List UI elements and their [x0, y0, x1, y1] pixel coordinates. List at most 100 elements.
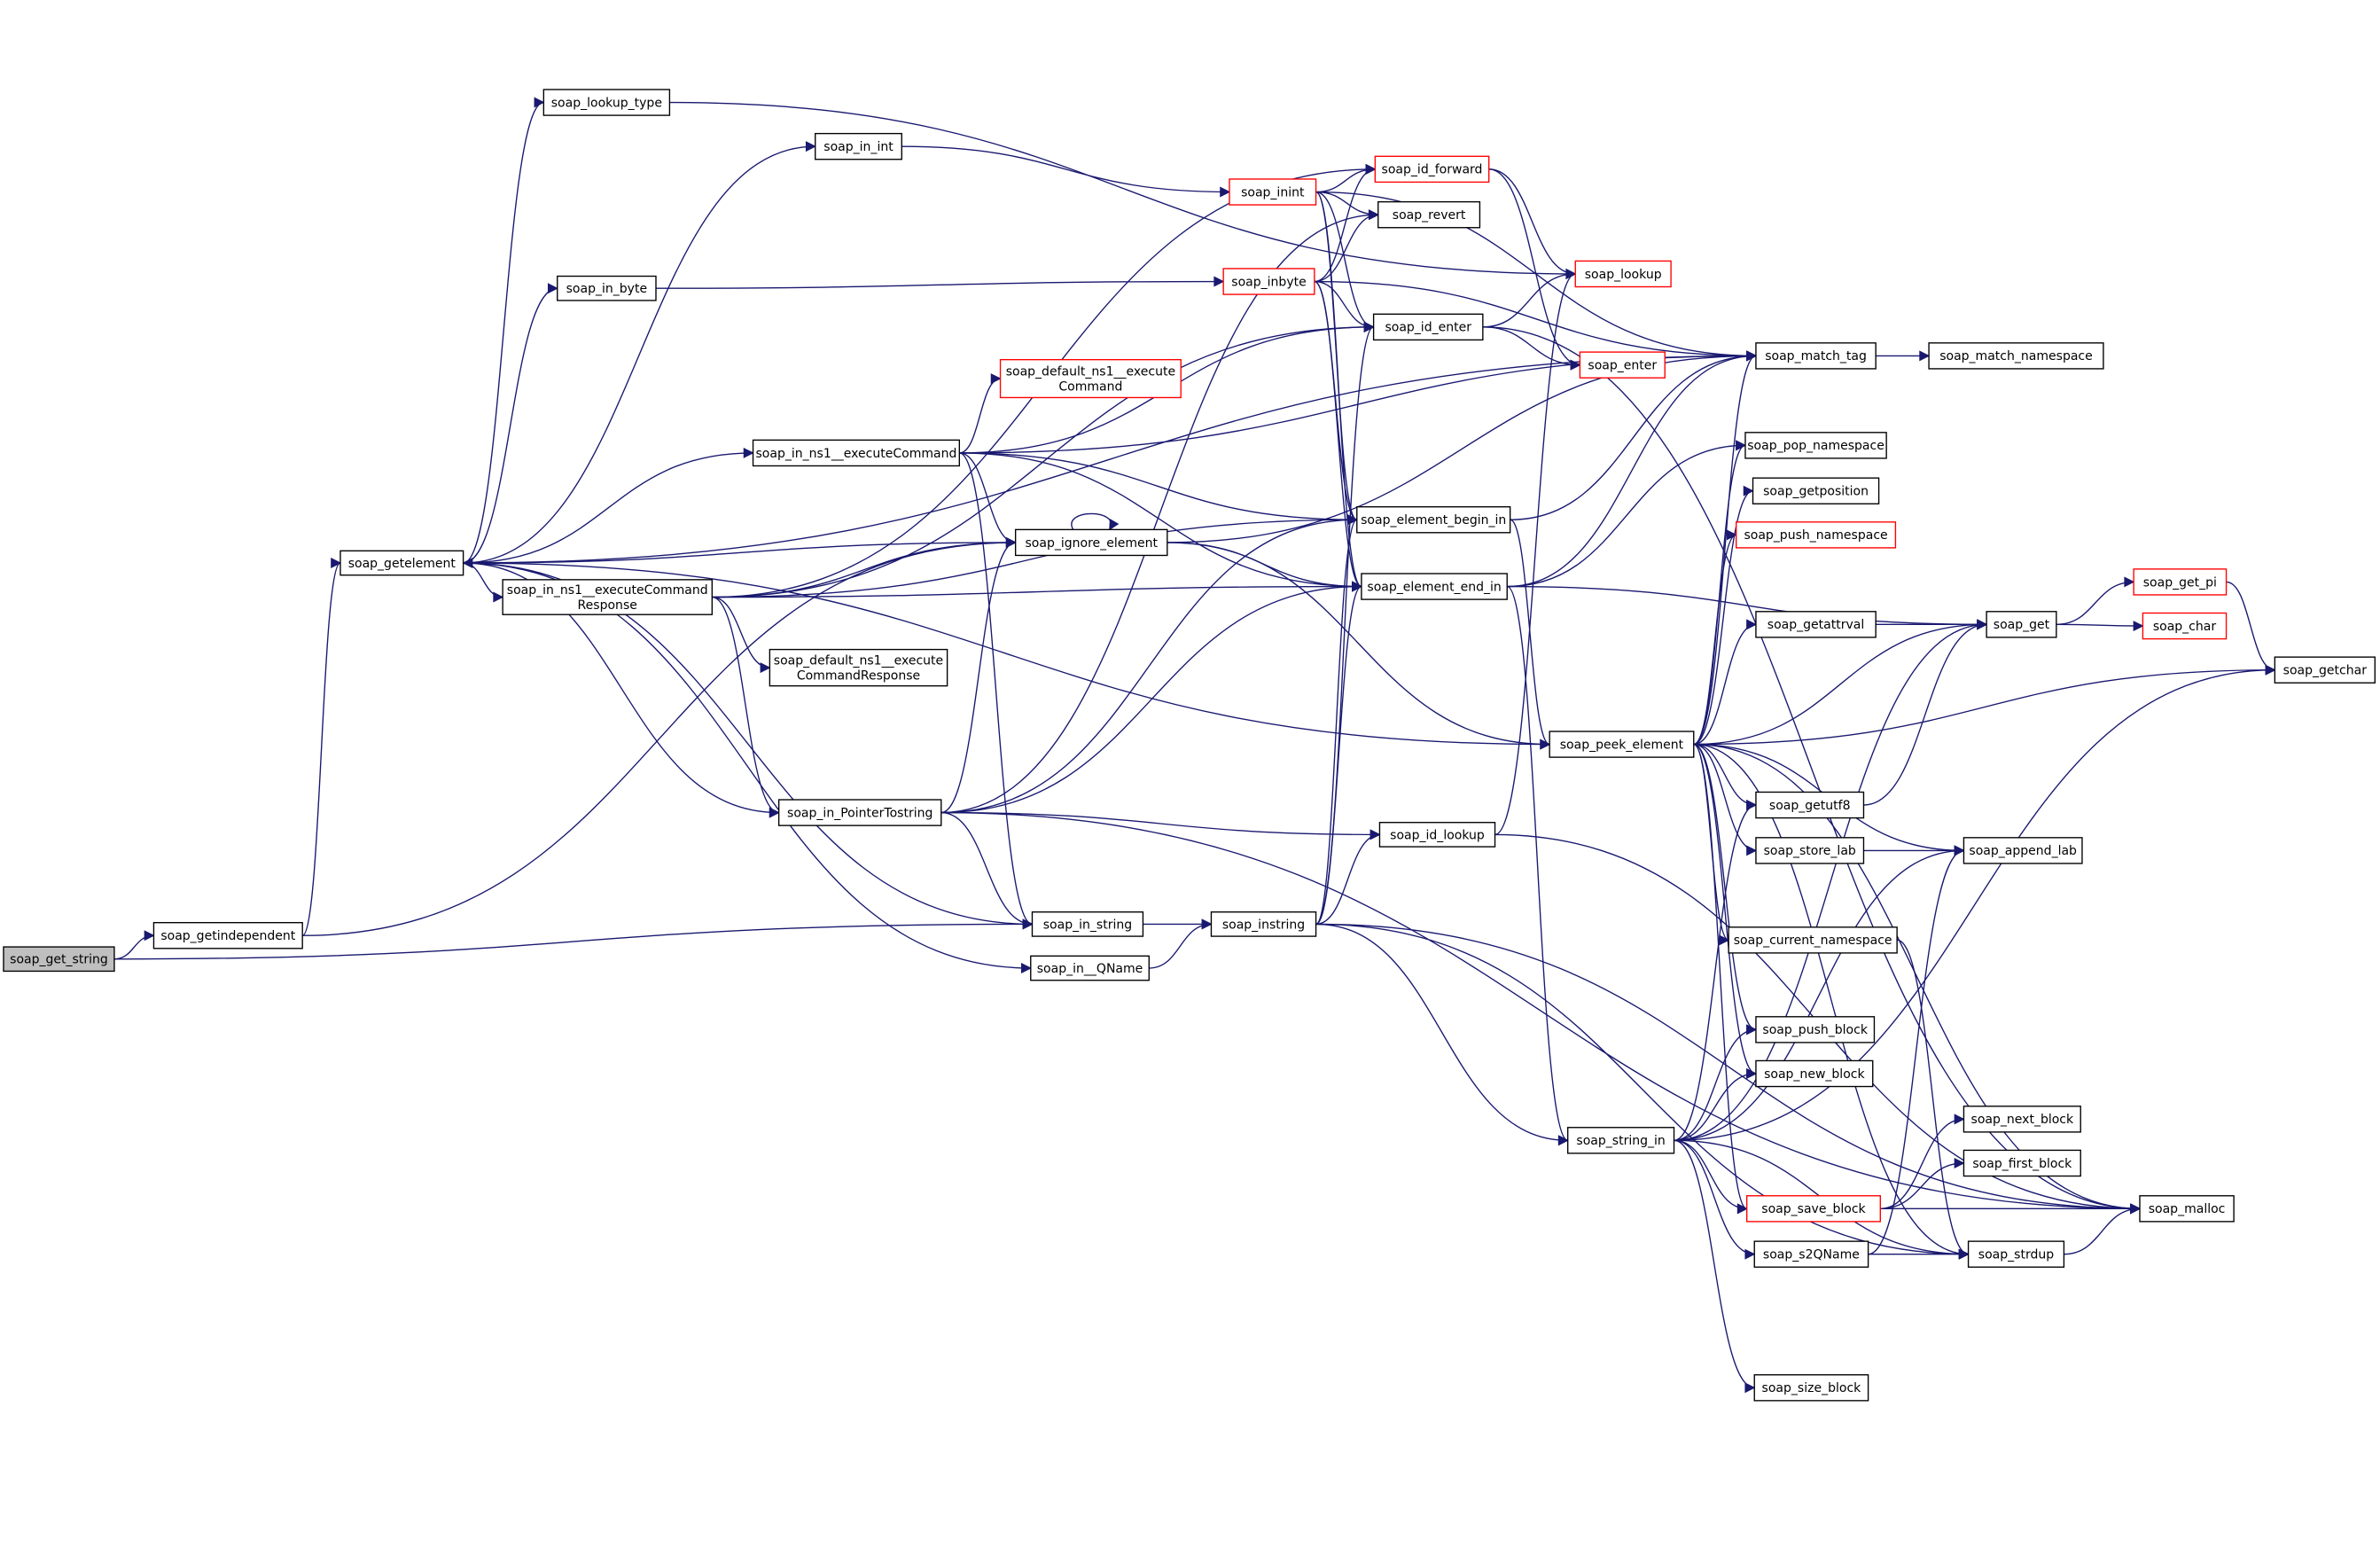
node-soap-in-QName[interactable]: soap_in__QName — [1030, 955, 1150, 981]
node-soap-element-end-in[interactable]: soap_element_end_in — [1361, 573, 1508, 600]
node-soap-get-string[interactable]: soap_get_string — [3, 946, 115, 973]
edge-soap_getindependent-to-soap_ignore_element — [302, 536, 1017, 936]
edge-soap_peek_element-to-soap_store_lab — [1693, 743, 1758, 856]
node-label: soap_inbyte — [1231, 275, 1306, 289]
node-box — [1745, 1195, 1881, 1223]
edge-soap_in_PointerTostring-to-soap_element_begin_in — [940, 514, 1358, 814]
node-soap-id-enter[interactable]: soap_id_enter — [1372, 313, 1484, 341]
edge-soap_ignore_element-to-soap_ignore_element — [1071, 512, 1120, 531]
node-soap-malloc[interactable]: soap_malloc — [2139, 1195, 2235, 1223]
node-label: soap_getelement — [348, 557, 456, 571]
node-soap-push-namespace[interactable]: soap_push_namespace — [1736, 521, 1897, 549]
node-soap-match-tag[interactable]: soap_match_tag — [1755, 342, 1877, 370]
node-soap-lookup[interactable]: soap_lookup — [1574, 260, 1672, 288]
node-box — [1014, 528, 1168, 557]
node-soap-s2QName[interactable]: soap_s2QName — [1753, 1240, 1869, 1268]
node-soap-getutf8[interactable]: soap_getutf8 — [1755, 791, 1865, 819]
edge-soap_in_ns1__executeCommandResponse-to-soap_element_end_in — [712, 581, 1363, 598]
edge-soap_peek_element-to-soap_save_block — [1693, 743, 1748, 1215]
node-box — [502, 579, 714, 615]
node-label: soap_next_block — [1971, 1113, 2074, 1127]
node-soap-enter[interactable]: soap_enter — [1579, 351, 1666, 379]
node-box — [1378, 822, 1496, 848]
node-soap-next-block[interactable]: soap_next_block — [1963, 1106, 2081, 1133]
node-box — [999, 358, 1182, 399]
node-box — [769, 648, 948, 687]
node-box — [1549, 731, 1695, 758]
node-box — [1361, 573, 1508, 600]
edge-soap_in_PointerTostring-to-soap_in_string — [940, 811, 1034, 930]
node-box — [557, 275, 657, 301]
node-soap-getattrval[interactable]: soap_getattrval — [1755, 611, 1877, 638]
node-label: soap_strdup — [1978, 1248, 2054, 1262]
edge-soap_in_ns1__executeCommandResponse-to-soap_in_PointerTostring — [712, 596, 780, 818]
node-soap-id-lookup[interactable]: soap_id_lookup — [1378, 822, 1496, 848]
node-soap-string-in[interactable]: soap_string_in — [1567, 1127, 1675, 1154]
node-soap-revert[interactable]: soap_revert — [1377, 200, 1481, 229]
node-soap-in-ns1-executeCommand[interactable]: soap_in_ns1__executeCommand — [752, 439, 961, 467]
node-soap-getposition[interactable]: soap_getposition — [1752, 477, 1880, 504]
node-soap-match-namespace[interactable]: soap_match_namespace — [1928, 342, 2104, 370]
node-box — [815, 132, 902, 160]
node-soap-append-lab[interactable]: soap_append_lab — [1963, 837, 2083, 864]
node-box — [1928, 342, 2104, 370]
edge-soap_element_end_in-to-soap_pop_namespace — [1507, 440, 1747, 588]
edge-soap_instring-to-soap_element_end_in — [1315, 581, 1363, 926]
node-soap-lookup-type[interactable]: soap_lookup_type — [542, 89, 671, 116]
edge-soap_in_PointerTostring-to-soap_revert — [940, 209, 1379, 814]
node-soap-store-lab[interactable]: soap_store_lab — [1755, 837, 1865, 864]
node-soap-get[interactable]: soap_get — [1986, 611, 2057, 638]
node-soap-inint[interactable]: soap_inint — [1229, 178, 1317, 206]
node-label: soap_store_lab — [1764, 844, 1856, 858]
node-soap-in-int[interactable]: soap_in_int — [815, 132, 902, 160]
node-label: soap_in_int — [823, 140, 893, 154]
node-label: soap_s2QName — [1763, 1248, 1860, 1262]
node-soap-get-pi[interactable]: soap_get_pi — [2133, 568, 2228, 596]
edge-soap_instring-to-soap_string_in — [1315, 923, 1569, 1146]
node-soap-first-block[interactable]: soap_first_block — [1963, 1149, 2081, 1177]
node-soap-getchar[interactable]: soap_getchar — [2274, 656, 2376, 684]
node-box — [1728, 926, 1898, 954]
node-soap-id-forward[interactable]: soap_id_forward — [1374, 155, 1490, 184]
node-label: soap_getposition — [1763, 485, 1869, 499]
edge-soap_string_in-to-soap_append_lab — [1674, 845, 1965, 1141]
node-label: soap_revert — [1393, 208, 1466, 223]
node-soap-peek-element[interactable]: soap_peek_element — [1549, 731, 1695, 758]
node-label: soap_lookup_type — [551, 96, 662, 110]
node-soap-in-string[interactable]: soap_in_string — [1031, 911, 1144, 937]
node-soap-pop-namespace[interactable]: soap_pop_namespace — [1744, 432, 1887, 459]
node-soap-instring[interactable]: soap_instring — [1210, 911, 1317, 937]
node-soap-getelement[interactable]: soap_getelement — [339, 550, 464, 576]
node-box — [1755, 611, 1877, 638]
node-label: soap_get_pi — [2143, 575, 2217, 590]
node-soap-inbyte[interactable]: soap_inbyte — [1222, 268, 1315, 295]
node-soap-current-namespace[interactable]: soap_current_namespace — [1728, 926, 1898, 954]
node-box — [1222, 268, 1315, 295]
node-soap-element-begin-in[interactable]: soap_element_begin_in — [1356, 506, 1511, 534]
edge-soap_save_block-to-soap_next_block — [1880, 1114, 1965, 1210]
node-soap-getindependent[interactable]: soap_getindependent — [152, 921, 303, 950]
node-soap-default-ns1-executeCommand[interactable]: soap_default_ns1__executeCommand — [999, 358, 1182, 399]
node-soap-size-block[interactable]: soap_size_block — [1753, 1374, 1869, 1402]
node-soap-ignore-element[interactable]: soap_ignore_element — [1014, 528, 1168, 557]
node-soap-in-byte[interactable]: soap_in_byte — [557, 275, 657, 301]
node-soap-push-block[interactable]: soap_push_block — [1755, 1016, 1876, 1043]
edge-soap_in_ns1__executeCommand-to-soap_element_begin_in — [959, 452, 1358, 526]
edge-soap_peek_element-to-soap_push_namespace — [1693, 529, 1737, 746]
node-box — [2133, 568, 2228, 596]
node-label: soap_string_in — [1576, 1134, 1665, 1148]
node-label: soap_match_tag — [1765, 349, 1867, 363]
node-label: Command — [1058, 379, 1122, 394]
edge-soap_string_in-to-soap_get — [1674, 619, 1988, 1141]
node-label: soap_id_lookup — [1390, 828, 1485, 842]
node-label: soap_in_ns1__executeCommand — [755, 447, 956, 461]
node-soap-char[interactable]: soap_char — [2142, 612, 2228, 640]
node-soap-save-block[interactable]: soap_save_block — [1745, 1195, 1881, 1223]
edge-soap_element_end_in-to-soap_string_in — [1506, 585, 1569, 1146]
node-soap-new-block[interactable]: soap_new_block — [1755, 1059, 1874, 1088]
node-soap-in-PointerTostring[interactable]: soap_in_PointerTostring — [777, 799, 942, 826]
node-soap-strdup[interactable]: soap_strdup — [1967, 1240, 2065, 1268]
